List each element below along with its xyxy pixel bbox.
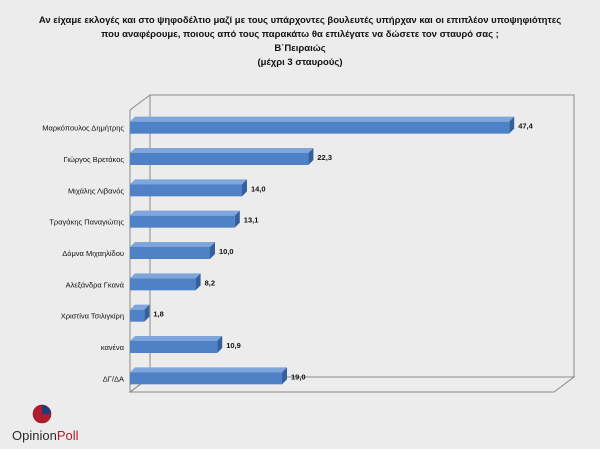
bar-front-face [130,121,510,134]
logo-text-poll: Poll [56,428,79,443]
category-label-8: κανένα [101,343,125,352]
category-label-4: Τραγάκης Παναγιώτης [49,218,124,227]
bar-top-face [130,367,287,373]
bar-top-face [130,273,201,279]
bar-top-face [130,210,240,216]
category-label-2: Γιώργος Βρετάκος [64,155,125,164]
bar-top-face [130,116,515,122]
frame-back-wall [150,94,575,377]
category-label-1: Μαρκόπουλος Δημήτρης [42,124,124,133]
bar-end-face [217,336,223,353]
bar-front-face [130,309,145,322]
category-label-5: Δόμνα Μιχαηλίδου [62,249,124,258]
bar-end-face [210,242,215,259]
bar-front-face [130,184,242,197]
bar-top-face [130,148,314,153]
value-label-8: 10,9 [226,341,241,350]
bar-front-face [130,247,210,259]
bar-end-face [509,116,515,134]
title-line-1: Αν είχαμε εκλογές και στο ψηφοδέλτιο μαζ… [38,15,562,26]
value-label-7: 1,8 [153,310,163,319]
bar-4 [130,210,240,228]
bar-front-face [130,153,309,165]
bar-3 [130,179,247,197]
value-label-4: 13,1 [244,216,259,225]
value-labels: 47,4 22,3 14,0 13,1 10,0 8,2 1,8 10,9 19,0 [153,122,533,382]
value-label-6: 8,2 [205,278,215,287]
value-label-1: 47,4 [518,122,533,131]
opinionpoll-logo: OpinionPoll [8,402,118,446]
bar-end-face [195,273,201,291]
logo-sphere-icon [32,404,52,424]
category-labels: Μαρκόπουλος Δημήτρης Γιώργος Βρετάκος Μιχά… [42,124,124,384]
bar-top-face [130,242,215,247]
logo-text: OpinionPoll [12,428,79,443]
bar-9 [130,367,287,385]
bar-7 [130,304,150,322]
bar-end-face [144,304,150,322]
bar-6 [130,273,201,291]
bar-top-face [130,336,223,341]
title-line-3: Β΄Πειραιώς [274,43,326,54]
category-label-3: Μιχάλης Λιβανός [68,186,124,195]
chart-title: Αν είχαμε εκλογές και στο ψηφοδέλτιο μαζ… [0,14,600,70]
bar-front-face [130,278,196,291]
value-label-9: 19,0 [291,372,306,381]
bar-front-face [130,372,282,385]
bar-top-face [130,304,150,310]
title-line-2: που αναφέρουμε, ποιους από τους παρακάτω… [101,29,499,40]
category-label-7: Χριστίνα Τσιλιγκίρη [61,312,124,321]
bar-8 [130,336,223,353]
bar-front-face [130,341,218,353]
bar-front-face [130,215,235,228]
value-label-2: 22,3 [317,153,332,162]
bar-top-face [130,179,247,185]
title-line-4: (μέχρι 3 σταυρούς) [257,57,343,68]
category-label-6: Αλεξάνδρα Γκανά [66,280,125,289]
value-label-3: 14,0 [251,184,266,193]
bar-end-face [308,148,314,165]
value-label-5: 10,0 [219,247,234,256]
bar-end-face [242,179,247,197]
bar-end-face [282,367,287,385]
bar-end-face [234,210,240,228]
bar-2 [130,148,314,165]
category-label-9: ΔΓ/ΔΑ [103,374,124,383]
logo-text-opinion: Opinion [12,428,57,443]
bar-5 [130,242,215,259]
bars-group [130,116,515,385]
bar-1 [130,116,515,134]
